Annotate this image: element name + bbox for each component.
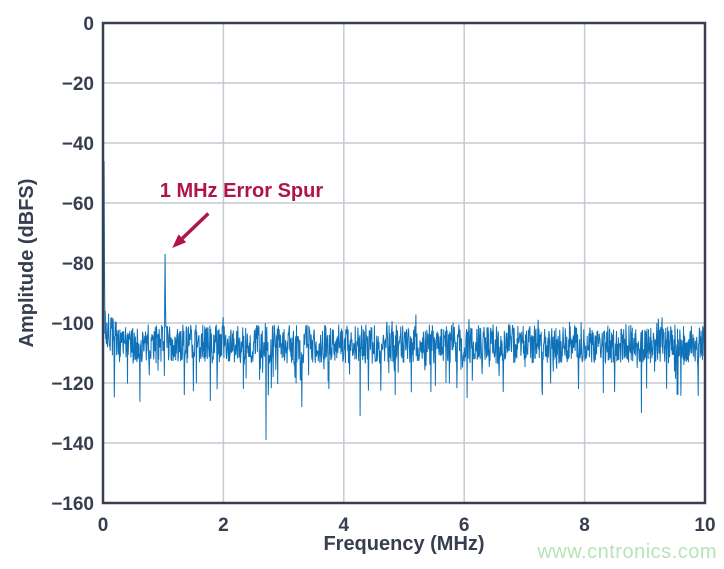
plot-border	[101, 21, 707, 505]
annotation-arrow-shaft	[181, 212, 210, 240]
y-tick-label: −40	[62, 134, 94, 155]
x-tick-label: 10	[694, 515, 715, 536]
y-tick-label: −140	[51, 434, 94, 455]
y-tick-label: 0	[83, 14, 94, 35]
x-tick-label: 0	[98, 515, 109, 536]
y-tick-label: −20	[62, 74, 94, 95]
y-tick-label: −160	[51, 494, 94, 515]
trace-layer	[103, 160, 705, 441]
y-axis-title: Amplitude (dBFS)	[16, 179, 38, 348]
spur-annotation-text: 1 MHz Error Spur	[160, 180, 324, 202]
watermark-text: www.cntronics.com	[536, 541, 717, 563]
y-tick-label: −120	[51, 374, 94, 395]
x-tick-label: 8	[579, 515, 590, 536]
y-tick-label: −60	[62, 194, 94, 215]
y-tick-label: −100	[51, 314, 94, 335]
y-tick-label: −80	[62, 254, 94, 275]
x-tick-label: 4	[339, 515, 350, 536]
x-tick-label: 2	[218, 515, 229, 536]
annotation-arrow-head	[172, 234, 187, 248]
annotation-layer: 1 MHz Error Spur	[160, 180, 324, 248]
spectrum-trace	[103, 160, 705, 441]
x-tick-label: 6	[459, 515, 470, 536]
grid-layer	[103, 23, 705, 503]
x-axis-title: Frequency (MHz)	[323, 533, 484, 555]
